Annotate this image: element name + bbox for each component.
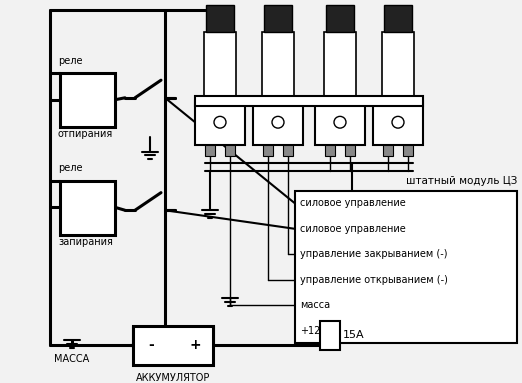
Bar [262,32,294,111]
Ellipse shape [392,116,404,128]
Bar [315,101,365,145]
Text: +: + [189,338,201,352]
Text: масса: масса [300,300,330,310]
Text: штатный модуль ЦЗ: штатный модуль ЦЗ [406,176,517,186]
Bar [345,145,355,157]
Text: -: - [148,338,154,352]
Bar [264,5,292,32]
Text: +12: +12 [300,326,321,336]
Text: запирания: запирания [58,237,113,247]
Bar [320,321,340,350]
Bar [195,101,245,145]
Text: АККУМУЛЯТОР: АККУМУЛЯТОР [136,373,210,383]
Bar [325,145,335,157]
Text: управление открыванием (-): управление открыванием (-) [300,275,448,285]
Text: 15А: 15А [343,331,365,340]
Text: реле: реле [58,56,82,65]
Bar [382,32,414,111]
Bar [225,145,235,157]
Bar [195,96,423,106]
Bar [373,101,423,145]
Text: отпирания: отпирания [58,129,113,139]
Bar [324,32,356,111]
Text: силовое управление: силовое управление [300,198,406,208]
Text: управление закрыванием (-): управление закрыванием (-) [300,249,447,259]
Bar [205,145,215,157]
Ellipse shape [214,116,226,128]
Text: силовое управление: силовое управление [300,224,406,234]
Ellipse shape [272,116,284,128]
Bar [403,145,413,157]
Bar [206,5,234,32]
Bar [204,32,236,111]
Bar [60,181,115,235]
Bar [263,145,273,157]
Bar [60,73,115,127]
Bar [326,5,354,32]
Bar [133,326,213,365]
Bar [253,101,303,145]
Text: МАССА: МАССА [54,354,90,364]
Ellipse shape [334,116,346,128]
Bar [383,145,393,157]
Bar [295,191,517,343]
Text: реле: реле [58,163,82,173]
Bar [283,145,293,157]
Bar [384,5,412,32]
